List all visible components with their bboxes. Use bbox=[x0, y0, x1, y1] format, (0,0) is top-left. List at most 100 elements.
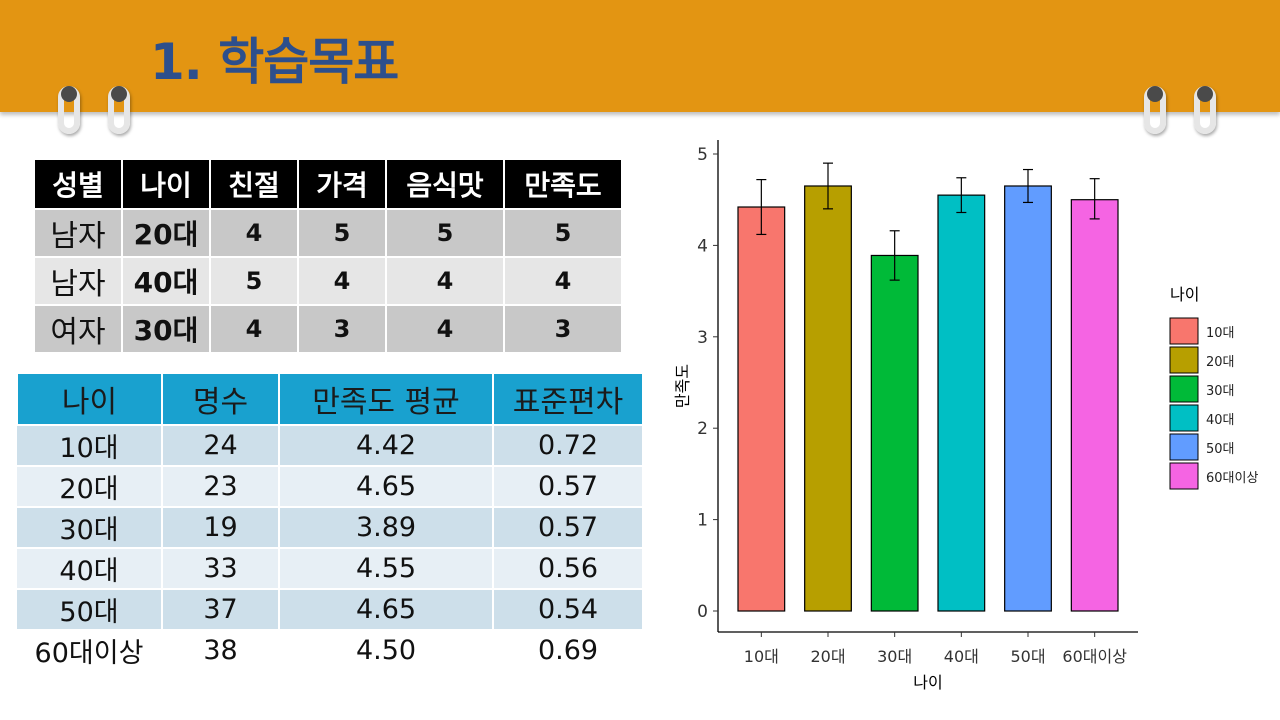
ring-hole-left-1 bbox=[61, 86, 77, 102]
x-tick-label: 20대 bbox=[810, 647, 845, 666]
y-tick-label: 1 bbox=[697, 511, 708, 531]
bar bbox=[937, 194, 986, 612]
y-tick-label: 4 bbox=[697, 236, 708, 256]
cell-count: 23 bbox=[162, 466, 280, 508]
cell-satisfaction: 5 bbox=[503, 208, 623, 258]
legend-swatch bbox=[1169, 462, 1199, 490]
x-tick-label: 10대 bbox=[744, 647, 779, 666]
ring-hole-right-1 bbox=[1147, 86, 1163, 102]
cell-age: 30대 bbox=[121, 304, 211, 354]
y-tick-label: 0 bbox=[697, 602, 708, 622]
cell-mean: 4.55 bbox=[279, 548, 494, 590]
cell-stddev: 0.54 bbox=[493, 589, 644, 631]
cell-gender: 남자 bbox=[33, 208, 123, 258]
legend-label: 40대 bbox=[1206, 413, 1235, 428]
legend-swatch bbox=[1169, 404, 1199, 432]
cell-stddev: 0.72 bbox=[493, 425, 644, 467]
cell-count: 24 bbox=[162, 425, 280, 467]
header-band bbox=[0, 0, 1280, 112]
y-axis-title: 만족도 bbox=[673, 364, 692, 408]
x-tick-label: 60대이상 bbox=[1062, 647, 1127, 666]
table-row: 10대 24 4.42 0.72 bbox=[17, 425, 644, 467]
legend-label: 10대 bbox=[1206, 326, 1235, 341]
bar bbox=[804, 185, 852, 612]
bar bbox=[737, 206, 786, 612]
header-mean: 만족도 평균 bbox=[278, 372, 494, 426]
legend-label: 60대이상 bbox=[1206, 471, 1258, 486]
cell-age: 10대 bbox=[17, 425, 163, 467]
cell-age: 50대 bbox=[17, 589, 163, 631]
x-tick-label: 30대 bbox=[877, 647, 912, 666]
age-summary-table: 나이 명수 만족도 평균 표준편차 10대 24 4.42 0.72 20대 2… bbox=[16, 372, 644, 672]
cell-mean: 3.89 bbox=[279, 507, 494, 549]
cell-count: 38 bbox=[162, 630, 280, 672]
header-price: 가격 bbox=[297, 158, 387, 210]
page-title: 1. 학습목표 bbox=[150, 33, 399, 91]
table-row: 40대 33 4.55 0.56 bbox=[17, 548, 644, 590]
table-header-row: 나이 명수 만족도 평균 표준편차 bbox=[16, 372, 644, 426]
cell-age: 60대이상 bbox=[17, 630, 163, 672]
survey-response-table: 성별 나이 친절 가격 음식맛 만족도 남자 20대 4 5 5 5 남자 40… bbox=[33, 158, 623, 354]
ring-hole-right-2 bbox=[1197, 86, 1213, 102]
legend-label: 30대 bbox=[1206, 384, 1235, 399]
cell-gender: 여자 bbox=[33, 304, 123, 354]
cell-kindness: 4 bbox=[209, 208, 299, 258]
header-gender: 성별 bbox=[33, 158, 123, 210]
cell-taste: 4 bbox=[385, 256, 505, 306]
cell-stddev: 0.69 bbox=[493, 630, 644, 672]
cell-price: 4 bbox=[297, 256, 387, 306]
legend-swatch bbox=[1169, 375, 1199, 403]
legend-swatch bbox=[1169, 317, 1199, 345]
table-header-row: 성별 나이 친절 가격 음식맛 만족도 bbox=[33, 158, 623, 210]
header-taste: 음식맛 bbox=[385, 158, 505, 210]
x-axis-title: 나이 bbox=[913, 673, 942, 692]
cell-stddev: 0.57 bbox=[493, 507, 644, 549]
cell-mean: 4.42 bbox=[279, 425, 494, 467]
table-row: 30대 19 3.89 0.57 bbox=[17, 507, 644, 549]
legend-label: 50대 bbox=[1206, 442, 1235, 457]
legend-label: 20대 bbox=[1206, 355, 1235, 370]
header-age: 나이 bbox=[16, 372, 163, 426]
cell-satisfaction: 3 bbox=[503, 304, 623, 354]
header-stddev: 표준편차 bbox=[492, 372, 644, 426]
table-row: 50대 37 4.65 0.54 bbox=[17, 589, 644, 631]
cell-kindness: 5 bbox=[209, 256, 299, 306]
y-tick-label: 3 bbox=[697, 328, 708, 348]
cell-mean: 4.65 bbox=[279, 466, 494, 508]
cell-age: 30대 bbox=[17, 507, 163, 549]
cell-age: 40대 bbox=[17, 548, 163, 590]
cell-stddev: 0.57 bbox=[493, 466, 644, 508]
bar bbox=[1004, 185, 1052, 612]
header-count: 명수 bbox=[161, 372, 280, 426]
legend-swatch bbox=[1169, 433, 1199, 461]
table-row: 남자 40대 5 4 4 4 bbox=[33, 256, 623, 306]
cell-count: 33 bbox=[162, 548, 280, 590]
cell-kindness: 4 bbox=[209, 304, 299, 354]
cell-count: 19 bbox=[162, 507, 280, 549]
cell-count: 37 bbox=[162, 589, 280, 631]
cell-stddev: 0.56 bbox=[493, 548, 644, 590]
cell-price: 3 bbox=[297, 304, 387, 354]
cell-mean: 4.65 bbox=[279, 589, 494, 631]
cell-mean: 4.50 bbox=[279, 630, 494, 672]
cell-gender: 남자 bbox=[33, 256, 123, 306]
cell-satisfaction: 4 bbox=[503, 256, 623, 306]
legend-title: 나이 bbox=[1170, 285, 1199, 304]
y-tick-label: 5 bbox=[697, 145, 708, 165]
cell-age: 20대 bbox=[121, 208, 211, 258]
cell-taste: 4 bbox=[385, 304, 505, 354]
table-row: 남자 20대 4 5 5 5 bbox=[33, 208, 623, 258]
cell-taste: 5 bbox=[385, 208, 505, 258]
header-kindness: 친절 bbox=[209, 158, 299, 210]
table-row: 여자 30대 4 3 4 3 bbox=[33, 304, 623, 354]
table-row: 60대이상 38 4.50 0.69 bbox=[17, 630, 644, 672]
header-age: 나이 bbox=[121, 158, 211, 210]
cell-price: 5 bbox=[297, 208, 387, 258]
bar bbox=[870, 254, 919, 612]
cell-age: 40대 bbox=[121, 256, 211, 306]
bar bbox=[1070, 199, 1119, 612]
ring-hole-left-2 bbox=[111, 86, 127, 102]
x-tick-label: 40대 bbox=[944, 647, 979, 666]
x-tick-label: 50대 bbox=[1010, 647, 1045, 666]
cell-age: 20대 bbox=[17, 466, 163, 508]
